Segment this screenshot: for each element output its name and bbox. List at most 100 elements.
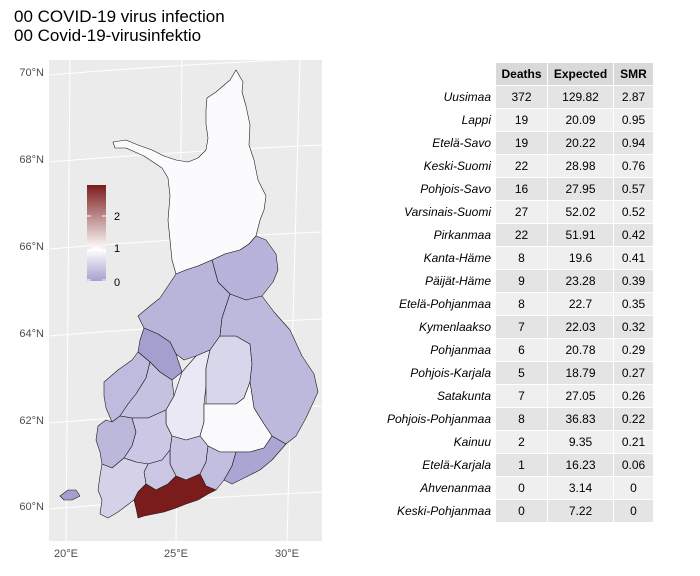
region-label-cell: Uusimaa <box>331 85 496 109</box>
column-header-deaths: Deaths <box>495 62 548 86</box>
region-pohjois-karjala <box>219 293 319 445</box>
expected-cell: 52.02 <box>547 200 614 224</box>
smr-cell: 0.26 <box>613 384 654 408</box>
deaths-cell: 1 <box>495 453 548 477</box>
deaths-cell: 372 <box>495 85 548 109</box>
region-label-cell: Kainuu <box>331 430 496 454</box>
latitude-label: 60°N <box>19 501 44 513</box>
region-pohjois-pohjanmaa <box>137 259 231 361</box>
table-row: Etelä-Pohjanmaa 8 22.7 0.35 <box>331 292 654 316</box>
table-row: Pohjois-Pohjanmaa 8 36.83 0.22 <box>331 407 654 431</box>
table-row: Kymenlaakso 7 22.03 0.32 <box>331 315 654 339</box>
map-panel: 70°N 68°N 66°N 64°N 62°N 60°N 20°E 25°E 30°E 2 … <box>19 57 323 560</box>
smr-table-panel: Deaths Expected SMR Uusimaa 372 129.82 2.87… <box>331 54 668 570</box>
table-row: Pirkanmaa 22 51.91 0.42 <box>331 223 654 247</box>
table-body: Uusimaa 372 129.82 2.87 Lappi 19 20.09 0.95 Etel… <box>331 85 654 523</box>
smr-cell: 0.52 <box>613 200 654 224</box>
expected-cell: 129.82 <box>547 85 614 109</box>
deaths-cell: 7 <box>495 384 548 408</box>
region-ahvenanmaa <box>59 489 81 501</box>
region-label-cell: Lappi <box>331 108 496 132</box>
deaths-cell: 0 <box>495 499 548 523</box>
latitude-label: 62°N <box>19 415 44 427</box>
smr-cell: 0.57 <box>613 177 654 201</box>
map-regions <box>59 69 319 519</box>
table-row: Kanta-Häme 8 19.6 0.41 <box>331 246 654 270</box>
deaths-cell: 0 <box>495 476 548 500</box>
deaths-cell: 8 <box>495 407 548 431</box>
region-pohjois-savo <box>205 335 253 405</box>
expected-cell: 51.91 <box>547 223 614 247</box>
expected-cell: 28.98 <box>547 154 614 178</box>
deaths-cell: 9 <box>495 269 548 293</box>
smr-cell: 0.32 <box>613 315 654 339</box>
table-row: Pohjois-Karjala 5 18.79 0.27 <box>331 361 654 385</box>
expected-cell: 22.7 <box>547 292 614 316</box>
table-row: Lappi 19 20.09 0.95 <box>331 108 654 132</box>
table-row: Ahvenanmaa 0 3.14 0 <box>331 476 654 500</box>
smr-cell: 0.94 <box>613 131 654 155</box>
longitude-gridline <box>65 59 71 542</box>
smr-cell: 0.29 <box>613 338 654 362</box>
region-label-cell: Kanta-Häme <box>331 246 496 270</box>
expected-cell: 20.22 <box>547 131 614 155</box>
deaths-cell: 6 <box>495 338 548 362</box>
deaths-cell: 19 <box>495 131 548 155</box>
region-lappi <box>112 69 267 275</box>
expected-cell: 19.6 <box>547 246 614 270</box>
latitude-label: 64°N <box>19 328 44 340</box>
smr-cell: 0.76 <box>613 154 654 178</box>
deaths-cell: 19 <box>495 108 548 132</box>
expected-cell: 20.78 <box>547 338 614 362</box>
region-label-cell: Pohjois-Pohjanmaa <box>331 407 496 431</box>
region-etela-karjala <box>223 435 287 485</box>
expected-cell: 27.95 <box>547 177 614 201</box>
region-label-cell: Etelä-Pohjanmaa <box>331 292 496 316</box>
smr-cell: 0.41 <box>613 246 654 270</box>
smr-cell: 0.21 <box>613 430 654 454</box>
expected-cell: 3.14 <box>547 476 614 500</box>
longitude-label: 30°E <box>275 548 299 560</box>
table-row: Keski-Pohjanmaa 0 7.22 0 <box>331 499 654 523</box>
smr-cell: 2.87 <box>613 85 654 109</box>
column-header-smr: SMR <box>613 62 654 86</box>
region-label-cell: Päijät-Häme <box>331 269 496 293</box>
region-label-cell: Pohjois-Savo <box>331 177 496 201</box>
expected-cell: 27.05 <box>547 384 614 408</box>
table-row: Pohjanmaa 6 20.78 0.29 <box>331 338 654 362</box>
latitude-label: 68°N <box>19 154 44 166</box>
longitude-label: 20°E <box>54 548 78 560</box>
region-label-cell: Pohjois-Karjala <box>331 361 496 385</box>
table-row: Päijät-Häme 9 23.28 0.39 <box>331 269 654 293</box>
legend-colorbar <box>87 185 106 281</box>
deaths-cell: 8 <box>495 246 548 270</box>
region-uusimaa <box>133 473 217 519</box>
region-label-cell: Pohjanmaa <box>331 338 496 362</box>
smr-cell: 0 <box>613 499 654 523</box>
legend-tick-label: 2 <box>114 211 120 223</box>
region-label-cell: Kymenlaakso <box>331 315 496 339</box>
smr-cell: 0.27 <box>613 361 654 385</box>
legend-tick-label: 1 <box>114 243 120 255</box>
chart-subtitle: 00 Covid-19-virusinfektio <box>14 26 202 45</box>
latitude-gridline <box>48 144 323 163</box>
table-row: Pohjois-Savo 16 27.95 0.57 <box>331 177 654 201</box>
expected-cell: 18.79 <box>547 361 614 385</box>
deaths-cell: 7 <box>495 315 548 339</box>
region-label-cell: Keski-Suomi <box>331 154 496 178</box>
region-label-cell: Keski-Pohjanmaa <box>331 499 496 523</box>
table-corner <box>331 62 496 86</box>
expected-cell: 23.28 <box>547 269 614 293</box>
smr-cell: 0.22 <box>613 407 654 431</box>
region-label-cell: Etelä-Savo <box>331 131 496 155</box>
legend-tick-label: 0 <box>114 277 120 289</box>
table-row: Etelä-Karjala 1 16.23 0.06 <box>331 453 654 477</box>
deaths-cell: 16 <box>495 177 548 201</box>
region-label-cell: Ahvenanmaa <box>331 476 496 500</box>
table-row: Satakunta 7 27.05 0.26 <box>331 384 654 408</box>
table-row: Kainuu 2 9.35 0.21 <box>331 430 654 454</box>
deaths-cell: 22 <box>495 154 548 178</box>
chart-title: 00 COVID-19 virus infection <box>14 7 225 26</box>
expected-cell: 7.22 <box>547 499 614 523</box>
latitude-gridline <box>48 57 323 76</box>
